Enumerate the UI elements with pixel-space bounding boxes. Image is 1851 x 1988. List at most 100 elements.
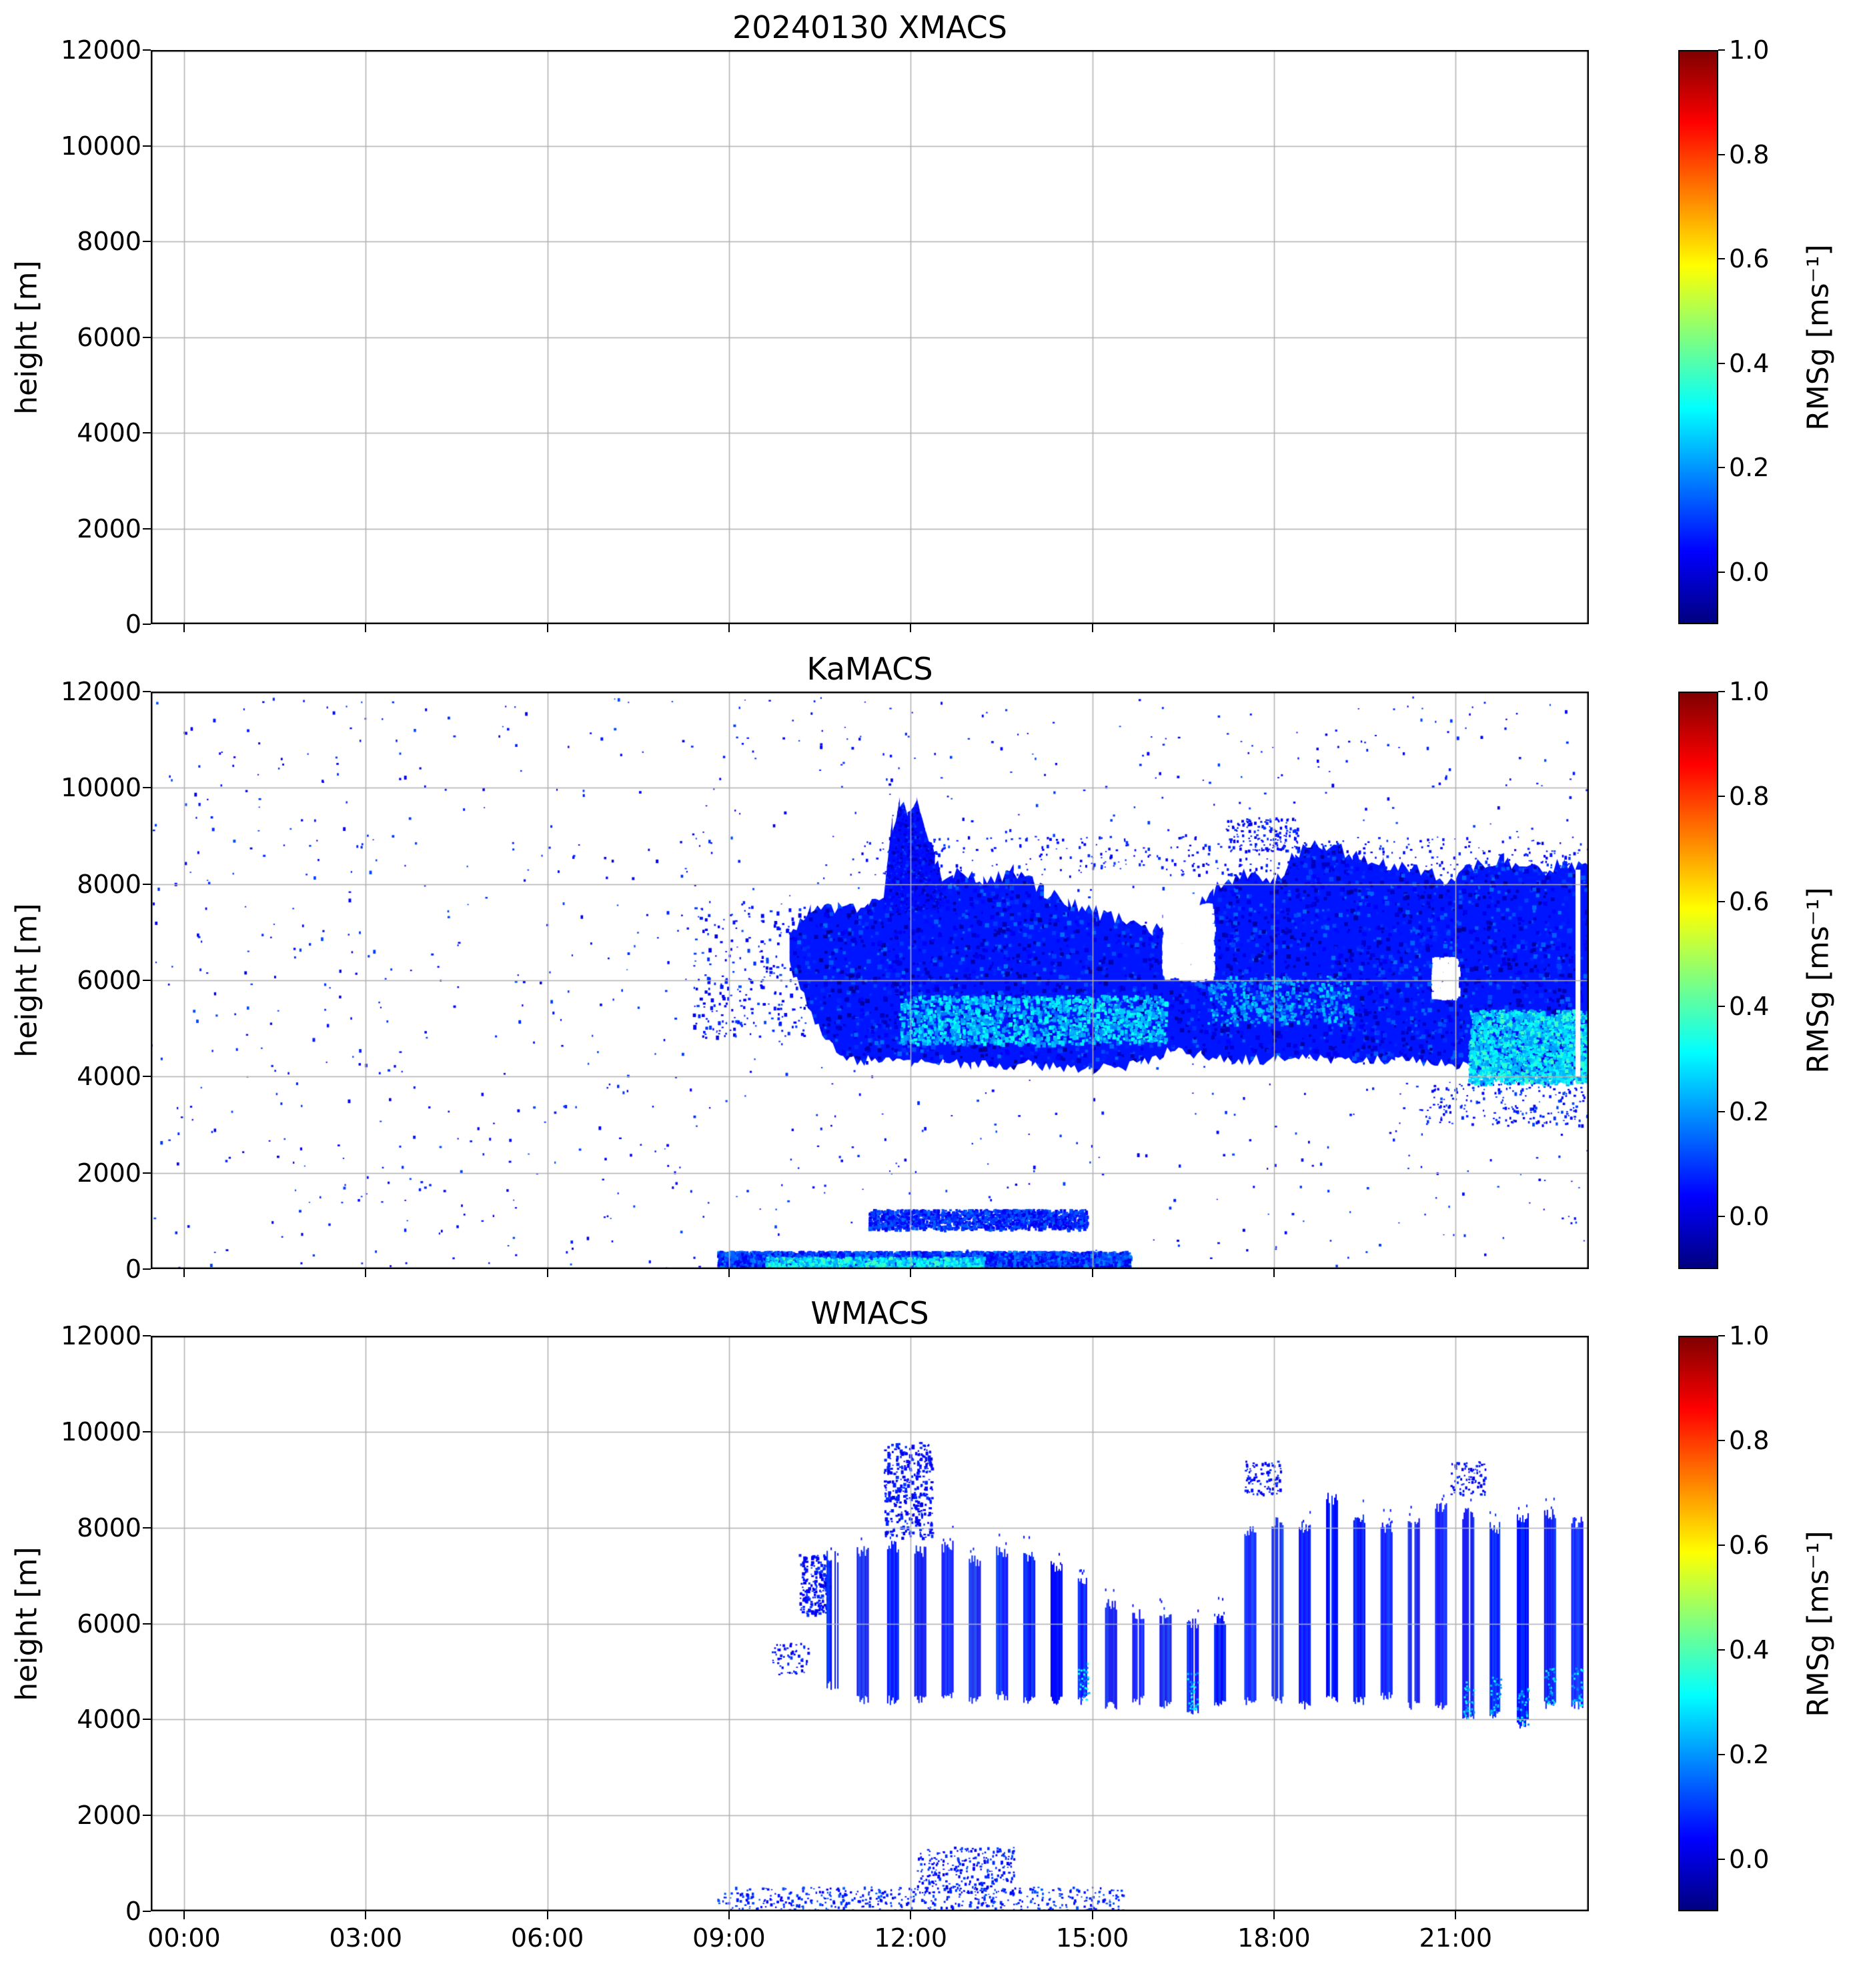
colorbar-tick-label: 0.6	[1729, 244, 1770, 274]
y-tick-label: 8000	[77, 227, 141, 256]
y-tick-mark	[143, 1911, 151, 1912]
x-tick-mark	[183, 1911, 185, 1919]
colorbar-tick-label: 1.0	[1729, 35, 1770, 65]
colorbar-tick-label: 0.0	[1729, 557, 1770, 587]
colorbar-tick-mark	[1718, 1110, 1725, 1112]
colorbar-tick-label: 0.2	[1729, 1739, 1770, 1769]
x-tick-mark	[910, 1911, 912, 1919]
colorbar-tick-mark	[1718, 691, 1725, 692]
colorbar-tick-mark	[1718, 1649, 1725, 1651]
colorbar-tick-label: 0.0	[1729, 1844, 1770, 1874]
x-tick-label: 18:00	[1237, 1923, 1311, 1953]
y-tick-label: 2000	[77, 1801, 141, 1831]
x-tick-mark	[365, 624, 367, 632]
colorbar-tick-mark	[1718, 1439, 1725, 1441]
y-tick-mark	[143, 787, 151, 789]
y-tick-mark	[143, 1430, 151, 1432]
x-tick-mark	[183, 1269, 185, 1277]
colorbar-tick-label: 0.8	[1729, 1425, 1770, 1455]
y-tick-label: 4000	[77, 1062, 141, 1092]
x-tick-mark	[365, 1911, 367, 1919]
colorbar-tick-mark	[1718, 1335, 1725, 1336]
colorbar-tick-mark	[1718, 796, 1725, 798]
y-tick-label: 6000	[77, 966, 141, 995]
y-tick-label: 10000	[61, 131, 141, 161]
y-tick-mark	[143, 145, 151, 147]
y-tick-mark	[143, 624, 151, 625]
y-tick-mark	[143, 1623, 151, 1625]
colorbar-tick-label: 0.8	[1729, 139, 1770, 169]
colorbar-tick-label: 0.2	[1729, 453, 1770, 483]
y-tick-label: 4000	[77, 418, 141, 447]
y-tick-mark	[143, 1268, 151, 1270]
colorbar-tick-mark	[1718, 258, 1725, 260]
colorbar-tick-label: 0.6	[1729, 886, 1770, 916]
y-tick-label: 10000	[61, 1416, 141, 1446]
colorbar-tick-mark	[1718, 1216, 1725, 1218]
x-tick-mark	[910, 1269, 912, 1277]
y-tick-mark	[143, 336, 151, 338]
colorbar-tick-mark	[1718, 362, 1725, 364]
panel-title-xmacs: 20240130 XMACS	[732, 9, 1007, 45]
y-tick-label: 2000	[77, 1158, 141, 1188]
x-tick-mark	[1455, 1911, 1457, 1919]
x-tick-label: 06:00	[510, 1923, 584, 1953]
y-tick-label: 12000	[61, 35, 141, 65]
colorbar-tick-mark	[1718, 467, 1725, 469]
x-tick-mark	[1091, 1911, 1093, 1919]
y-tick-label: 8000	[77, 1513, 141, 1543]
x-tick-mark	[546, 1269, 548, 1277]
wmacs-plot	[151, 1336, 1589, 1911]
y-tick-label: 0	[125, 610, 141, 639]
panel-title-kamacs: KaMACS	[806, 651, 933, 687]
x-tick-mark	[1273, 1911, 1275, 1919]
y-tick-mark	[143, 1527, 151, 1529]
y-tick-label: 8000	[77, 869, 141, 899]
y-tick-mark	[143, 691, 151, 692]
y-tick-label: 12000	[61, 1321, 141, 1350]
colorbar-tick-mark	[1718, 1544, 1725, 1546]
x-tick-mark	[1455, 1269, 1457, 1277]
x-tick-label: 12:00	[874, 1923, 948, 1953]
colorbar-tick-mark	[1718, 1753, 1725, 1755]
x-tick-mark	[728, 1269, 730, 1277]
colorbar-wmacs	[1678, 1336, 1718, 1911]
kamacs-plot	[151, 692, 1589, 1269]
x-tick-label: 21:00	[1419, 1923, 1493, 1953]
x-tick-mark	[1091, 1269, 1093, 1277]
y-tick-mark	[143, 528, 151, 530]
y-tick-mark	[143, 1076, 151, 1078]
colorbar-tick-label: 0.6	[1729, 1530, 1770, 1560]
y-tick-mark	[143, 1815, 151, 1817]
colorbar-tick-label: 0.4	[1729, 1635, 1770, 1665]
y-tick-label: 0	[125, 1254, 141, 1284]
x-tick-label: 00:00	[147, 1923, 221, 1953]
y-tick-mark	[143, 883, 151, 885]
x-tick-mark	[365, 1269, 367, 1277]
y-tick-label: 0	[125, 1897, 141, 1926]
colorbar-tick-mark	[1718, 49, 1725, 51]
y-tick-mark	[143, 1172, 151, 1174]
y-tick-mark	[143, 241, 151, 242]
y-tick-label: 2000	[77, 514, 141, 544]
x-tick-mark	[546, 1911, 548, 1919]
y-tick-label: 10000	[61, 773, 141, 803]
x-tick-mark	[1273, 624, 1275, 632]
y-tick-mark	[143, 49, 151, 51]
x-tick-label: 09:00	[692, 1923, 766, 1953]
panel-title-wmacs: WMACS	[810, 1295, 929, 1331]
x-tick-mark	[728, 624, 730, 632]
x-tick-mark	[910, 624, 912, 632]
y-tick-label: 6000	[77, 322, 141, 352]
colorbar-tick-mark	[1718, 1006, 1725, 1008]
colorbar-tick-mark	[1718, 900, 1725, 902]
x-tick-mark	[1091, 624, 1093, 632]
x-tick-mark	[546, 624, 548, 632]
y-tick-mark	[143, 432, 151, 433]
y-tick-label: 12000	[61, 677, 141, 706]
y-tick-mark	[143, 1719, 151, 1721]
y-tick-label: 4000	[77, 1705, 141, 1735]
x-tick-mark	[1455, 624, 1457, 632]
colorbar-tick-label: 0.4	[1729, 992, 1770, 1022]
